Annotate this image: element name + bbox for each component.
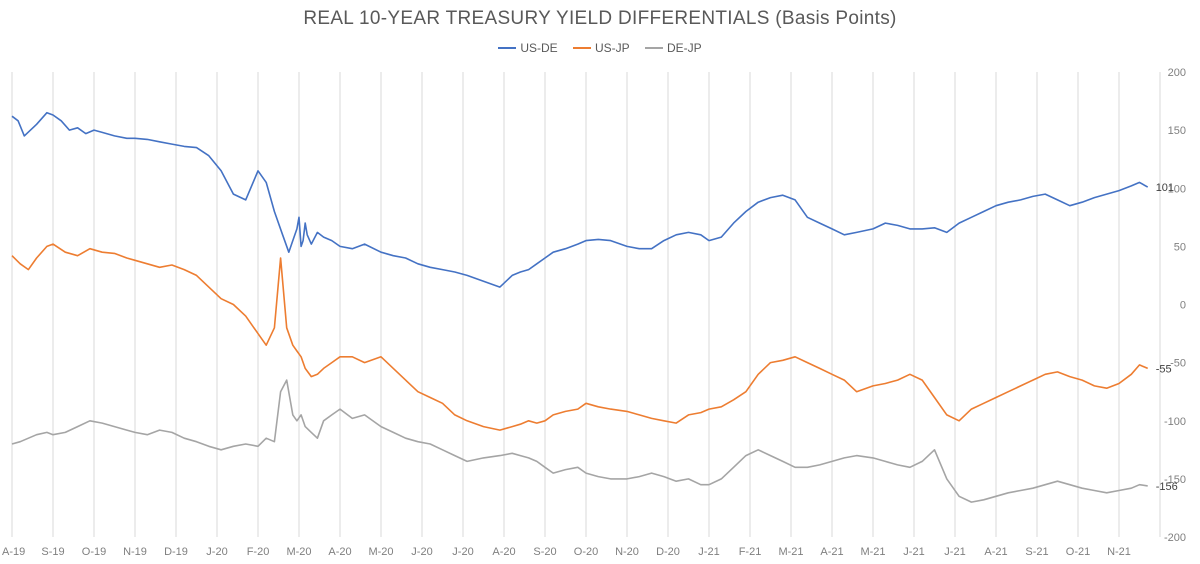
legend-item-us-de: US-DE — [498, 41, 558, 55]
x-tick-label: M-20 — [286, 546, 311, 558]
x-tick-label: F-21 — [739, 546, 762, 558]
series-end-labels: 101 -55 -156 — [1156, 182, 1178, 493]
chart-gridlines — [11, 72, 1161, 537]
legend-swatch-de-jp — [645, 47, 664, 49]
y-tick-label: -50 — [1170, 358, 1186, 370]
x-tick-label: S-19 — [41, 546, 64, 558]
x-tick-label: J-20 — [206, 546, 227, 558]
legend-item-de-jp: DE-JP — [645, 41, 702, 55]
y-tick-label: 0 — [1180, 300, 1186, 312]
x-tick-label: F-20 — [247, 546, 270, 558]
y-tick-label: -200 — [1164, 532, 1186, 544]
legend-swatch-us-de — [498, 47, 517, 49]
x-tick-label: A-20 — [492, 546, 515, 558]
chart-legend: US-DE US-JP DE-JP — [0, 38, 1200, 55]
x-tick-label: O-20 — [574, 546, 598, 558]
x-tick-label: S-21 — [1025, 546, 1048, 558]
legend-label-de-jp: DE-JP — [667, 41, 702, 55]
series-line-us-de — [11, 111, 1149, 288]
x-tick-label: J-21 — [698, 546, 719, 558]
x-tick-label: D-19 — [164, 546, 188, 558]
x-tick-label: M-21 — [860, 546, 885, 558]
x-tick-label: O-21 — [1066, 546, 1090, 558]
x-tick-label: J-21 — [903, 546, 924, 558]
x-tick-label: J-21 — [944, 546, 965, 558]
chart-title: REAL 10-YEAR TREASURY YIELD DIFFERENTIAL… — [303, 8, 897, 29]
end-label-us-de: 101 — [1156, 182, 1174, 194]
y-tick-label: 200 — [1168, 67, 1186, 79]
x-tick-label: N-20 — [615, 546, 639, 558]
y-axis-tick-labels: -200 -150 -100 -50 0 50 100 150 200 — [1164, 67, 1186, 544]
end-label-us-jp: -55 — [1156, 363, 1172, 375]
y-tick-label: 50 — [1174, 241, 1186, 253]
legend-swatch-us-jp — [573, 47, 591, 49]
chart-series-layer — [11, 111, 1149, 503]
x-tick-label: A-21 — [984, 546, 1007, 558]
x-tick-label: S-20 — [533, 546, 556, 558]
x-tick-label: O-19 — [82, 546, 106, 558]
series-line-us-jp — [11, 243, 1149, 431]
series-line-de-jp — [11, 379, 1148, 503]
legend-item-us-jp: US-JP — [573, 41, 630, 55]
x-tick-label: D-20 — [656, 546, 680, 558]
x-tick-label: J-20 — [452, 546, 473, 558]
legend-label-us-jp: US-JP — [595, 41, 630, 55]
x-tick-label: A-21 — [820, 546, 843, 558]
x-tick-label: J-20 — [411, 546, 432, 558]
y-tick-label: 100 — [1168, 183, 1186, 195]
y-tick-label: -150 — [1164, 474, 1186, 486]
y-tick-label: -100 — [1164, 416, 1186, 428]
x-tick-label: A-20 — [328, 546, 351, 558]
x-tick-label: N-21 — [1107, 546, 1131, 558]
legend-label-us-de: US-DE — [520, 41, 558, 55]
y-tick-label: 150 — [1168, 125, 1186, 137]
x-tick-label: M-21 — [778, 546, 803, 558]
x-tick-label: N-19 — [123, 546, 147, 558]
x-axis-tick-labels: A-19 S-19 O-19 N-19 D-19 J-20 F-20 M-20 A-20 M-20… — [2, 546, 1131, 558]
end-label-de-jp: -156 — [1156, 481, 1178, 493]
x-tick-label: M-20 — [368, 546, 393, 558]
x-tick-label: A-19 — [2, 546, 25, 558]
